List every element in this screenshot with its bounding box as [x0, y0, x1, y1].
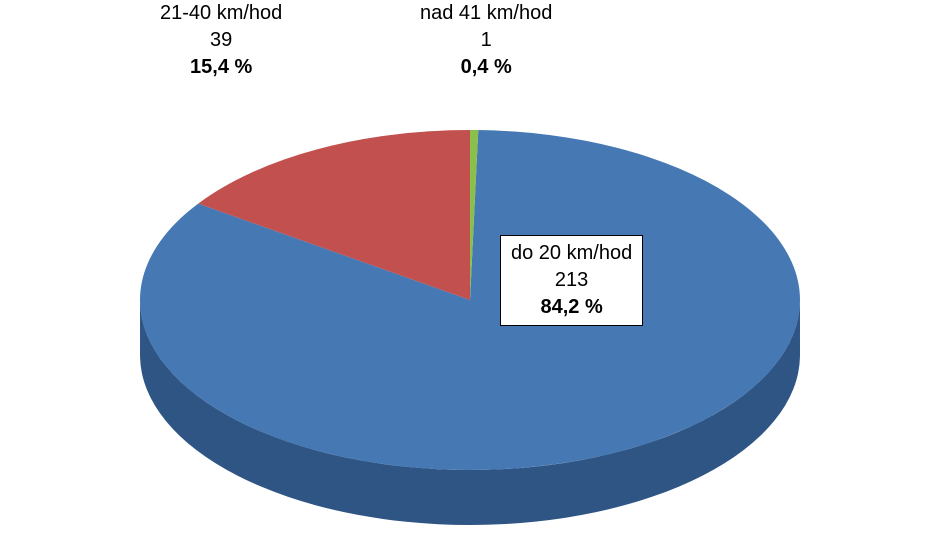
slice-title: nad 41 km/hod: [420, 0, 552, 27]
slice-label-do20: do 20 km/hod 213 84,2 %: [500, 235, 643, 326]
slice-count: 39: [160, 27, 282, 54]
slice-title: 21-40 km/hod: [160, 0, 282, 27]
pie-chart: nad 41 km/hod 1 0,4 % do 20 km/hod 213 8…: [0, 0, 940, 539]
slice-label-nad41: nad 41 km/hod 1 0,4 %: [420, 0, 552, 81]
slice-percent: 15,4 %: [160, 54, 282, 81]
slice-percent: 0,4 %: [420, 54, 552, 81]
slice-title: do 20 km/hod: [511, 240, 632, 267]
slice-percent: 84,2 %: [511, 294, 632, 321]
slice-count: 1: [420, 27, 552, 54]
slice-count: 213: [511, 267, 632, 294]
slice-label-21-40: 21-40 km/hod 39 15,4 %: [160, 0, 282, 81]
